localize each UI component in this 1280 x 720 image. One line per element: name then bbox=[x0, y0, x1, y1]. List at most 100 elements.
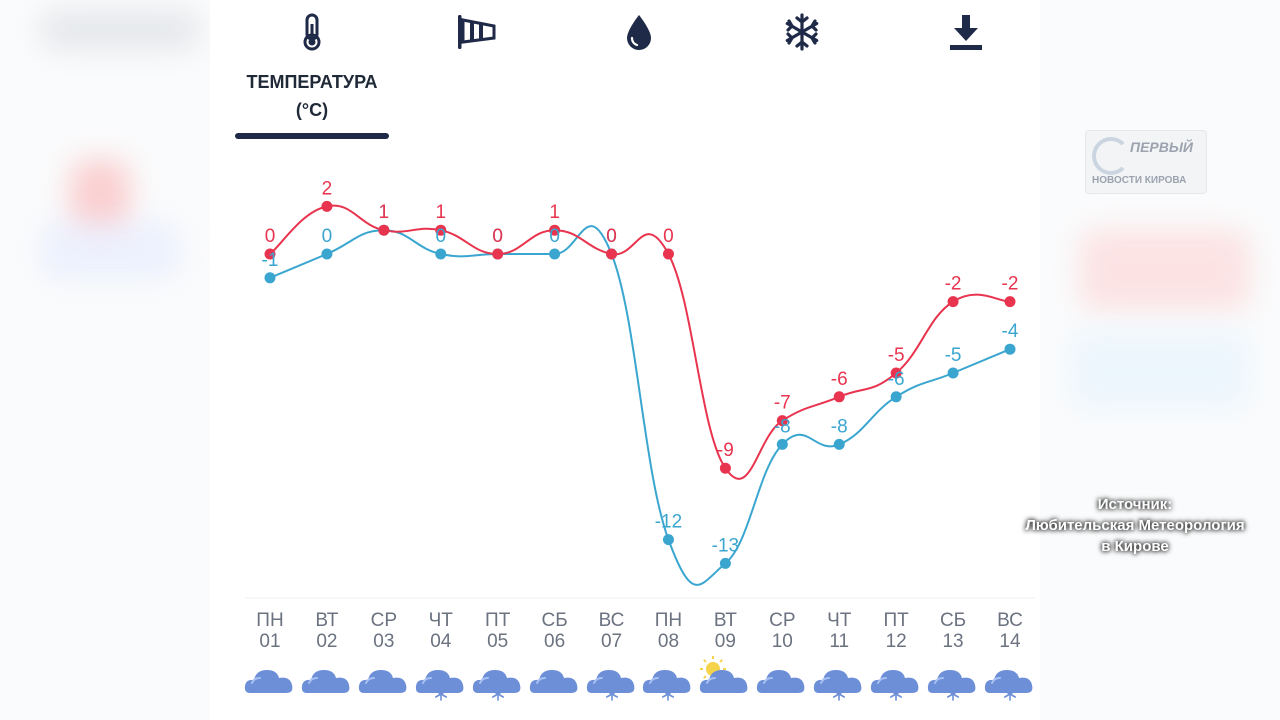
day-label: СБ 13 bbox=[925, 610, 981, 652]
date-label: 09 bbox=[714, 631, 736, 652]
date-label: 12 bbox=[885, 631, 907, 652]
weekday-label: СБ bbox=[939, 610, 967, 631]
min-temp-value-label: -4 bbox=[1002, 321, 1019, 342]
date-label: 02 bbox=[316, 631, 338, 652]
max-temp-point bbox=[321, 200, 333, 212]
logo-line1: ПЕРВЫЙ bbox=[1130, 139, 1193, 155]
day-label: ПТ 05 bbox=[470, 610, 526, 652]
max-temp-value-label: -5 bbox=[888, 345, 905, 366]
day-label: СР 03 bbox=[356, 610, 412, 652]
max-temp-value-label: -9 bbox=[717, 440, 734, 461]
date-label: 10 bbox=[771, 631, 793, 652]
max-temp-value-label: -6 bbox=[831, 369, 848, 390]
min-temp-point bbox=[890, 391, 902, 403]
cloud-icon bbox=[529, 670, 578, 693]
weekday-label: ПТ bbox=[883, 610, 909, 631]
date-label: 13 bbox=[942, 631, 964, 652]
min-temp-point bbox=[264, 272, 276, 284]
source-line2: Любительская Метеорология bbox=[1025, 517, 1245, 534]
source-line3: в Кирове bbox=[1101, 538, 1169, 555]
max-temp-point bbox=[435, 224, 447, 236]
date-label: 05 bbox=[487, 631, 509, 652]
max-temp-value-label: 0 bbox=[663, 226, 674, 247]
weekday-label: ВС bbox=[598, 610, 625, 631]
tab-temperature[interactable]: ТЕМПЕРАТУРА (°C) bbox=[235, 68, 389, 124]
max-temp-point bbox=[890, 367, 902, 379]
day-label: СБ 06 bbox=[527, 610, 583, 652]
cloud-snow-icon bbox=[984, 670, 1033, 701]
min-temp-point bbox=[776, 438, 788, 450]
min-temp-point bbox=[549, 248, 561, 260]
max-temp-value-label: 0 bbox=[265, 226, 276, 247]
cloud-snow-icon bbox=[643, 670, 691, 701]
max-temp-point bbox=[378, 224, 390, 236]
min-temp-point bbox=[321, 248, 333, 260]
day-label: ВС 14 bbox=[982, 610, 1038, 652]
tab-temperature-label: ТЕМПЕРАТУРА bbox=[246, 72, 378, 92]
weekday-label: ЧТ bbox=[827, 610, 852, 631]
weekday-label: ВС bbox=[997, 610, 1023, 631]
min-temp-point bbox=[833, 438, 845, 450]
min-temp-point bbox=[435, 248, 447, 260]
day-label: ВС 07 bbox=[584, 610, 640, 652]
date-label: 04 bbox=[430, 631, 452, 652]
cloud-snow-icon bbox=[415, 670, 464, 701]
max-temp-value-label: 1 bbox=[549, 202, 560, 223]
min-temp-value-label: 0 bbox=[322, 226, 333, 247]
min-temp-value-label: 0 bbox=[435, 226, 446, 247]
min-temp-value-label: 0 bbox=[492, 226, 503, 247]
logo-line2: НОВОСТИ КИРОВА bbox=[1092, 175, 1187, 186]
thermometer-icon[interactable] bbox=[290, 10, 334, 54]
max-temp-value-label: 2 bbox=[322, 178, 333, 199]
source-caption: Источник: Любительская Метеорология в Ки… bbox=[1005, 494, 1265, 557]
weekday-label: ПТ bbox=[485, 610, 511, 631]
snowflake-icon[interactable] bbox=[780, 10, 824, 54]
min-temp-value-label: -5 bbox=[945, 345, 962, 366]
min-temp-value-label: 0 bbox=[606, 226, 617, 247]
min-temp-point bbox=[1004, 343, 1016, 355]
day-label: ВТ 02 bbox=[299, 610, 355, 652]
tab-temperature-unit: (°C) bbox=[295, 100, 329, 120]
weekday-label: СБ bbox=[541, 610, 568, 631]
min-temp-value-label: 1 bbox=[379, 202, 390, 223]
right-background bbox=[1040, 0, 1280, 720]
day-label: ЧТ 04 bbox=[413, 610, 469, 652]
weekday-label: СР bbox=[769, 610, 796, 631]
min-temp-value-label: -12 bbox=[655, 512, 682, 533]
weekday-label: СР bbox=[370, 610, 398, 631]
date-label: 06 bbox=[544, 631, 566, 652]
min-temp-value-label: -6 bbox=[888, 369, 905, 390]
weekday-label: ПН bbox=[256, 610, 284, 631]
max-temp-value-label: 0 bbox=[492, 226, 503, 247]
day-label: ПТ 12 bbox=[868, 610, 924, 652]
day-label: ЧТ 11 bbox=[811, 610, 867, 652]
date-label: 11 bbox=[829, 631, 850, 652]
max-temp-point bbox=[1004, 296, 1016, 308]
cloud-snow-icon bbox=[927, 670, 976, 701]
day-label: ПН 08 bbox=[640, 610, 696, 652]
water-drop-icon[interactable] bbox=[617, 10, 661, 54]
weekday-label: ВТ bbox=[315, 610, 339, 631]
source-line1: Источник: bbox=[1097, 496, 1173, 513]
max-temp-point bbox=[947, 296, 959, 308]
max-temp-point bbox=[719, 462, 731, 474]
cloud-snow-icon bbox=[870, 670, 919, 701]
download-icon[interactable] bbox=[944, 10, 988, 54]
min-temp-value-label: -1 bbox=[262, 250, 279, 271]
max-temp-value-label: 1 bbox=[435, 202, 446, 223]
cloud-snow-icon bbox=[814, 670, 862, 701]
max-temp-point bbox=[662, 248, 674, 260]
min-temp-point bbox=[662, 534, 674, 546]
max-temp-value-label: -2 bbox=[945, 274, 962, 295]
max-temp-value-label: -7 bbox=[774, 393, 791, 414]
cloud-snow-icon bbox=[472, 670, 521, 701]
logo-swirl-icon bbox=[1092, 137, 1130, 175]
min-temp-value-label: 0 bbox=[549, 226, 560, 247]
cloud-icon bbox=[757, 670, 805, 693]
date-label: 01 bbox=[259, 631, 281, 652]
sun-cloud-icon bbox=[700, 656, 748, 693]
active-tab-indicator bbox=[235, 133, 389, 139]
min-temp-value-label: -8 bbox=[831, 416, 848, 437]
min-temp-value-label: -8 bbox=[774, 416, 791, 437]
wind-sock-icon[interactable] bbox=[454, 10, 498, 54]
